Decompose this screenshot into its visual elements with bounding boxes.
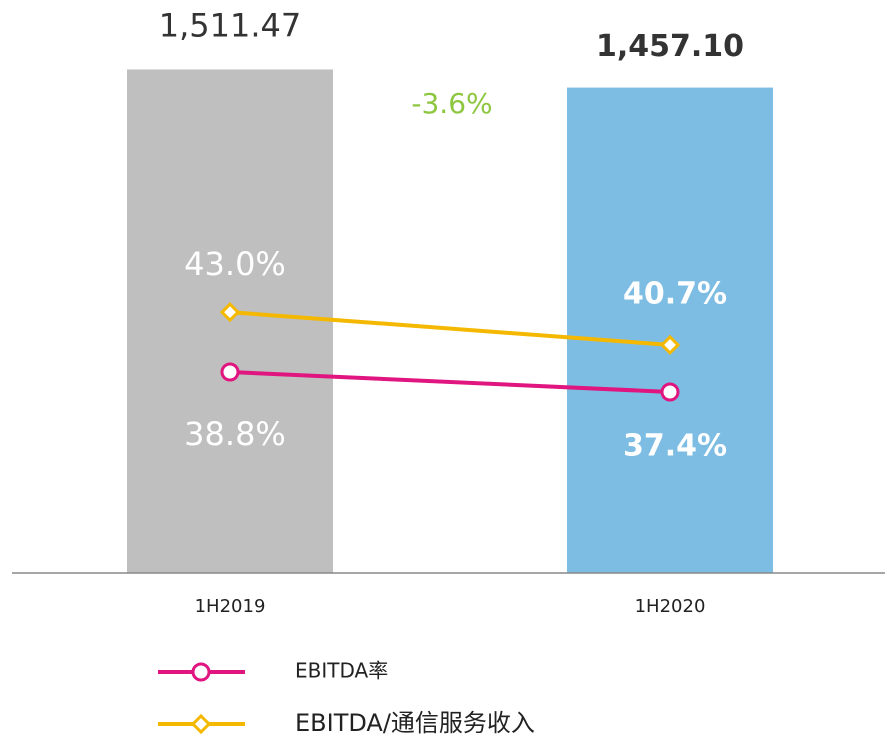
x-tick-label: 1H2019 [195,596,266,617]
legend-label: EBITDA率 [295,659,388,683]
line-marker [660,382,680,402]
bar [567,87,773,573]
legend-marker [190,713,212,735]
line-series [229,370,671,394]
change-annotation: -3.6% [411,87,492,120]
bar-value-label: 1,511.47 [159,6,302,44]
x-tick-label: 1H2020 [635,596,706,617]
bar-value-label: 1,457.10 [596,29,744,64]
legend-marker [191,662,211,682]
line-marker [659,334,681,356]
line-value-label: 37.4% [623,428,727,463]
line-marker [220,362,240,382]
line-marker [219,302,241,323]
legend-label: EBITDA/通信服务收入 [295,709,535,737]
line-value-label: 43.0% [184,245,286,283]
line-value-label: 40.7% [623,276,727,311]
line-series [229,310,671,347]
line-value-label: 38.8% [184,415,286,453]
